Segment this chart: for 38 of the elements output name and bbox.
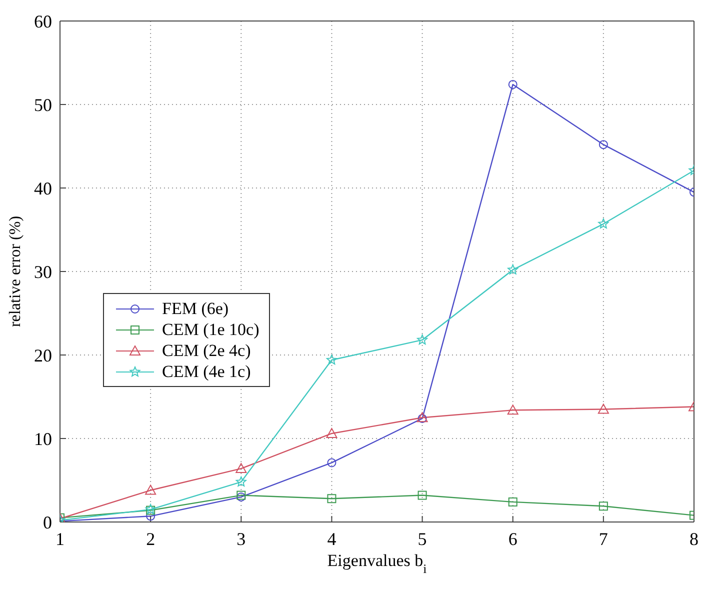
point [508,497,518,506]
point [598,218,609,228]
y-tick-label: 10 [34,428,52,449]
point [327,494,336,504]
x-axis-title: Eigenvalues b$_{i}$ [327,551,428,576]
point [598,502,608,511]
y-tick-label: 50 [34,94,52,115]
y-tick-label: 30 [34,262,52,282]
point [508,80,518,89]
point [327,458,336,468]
point [418,490,427,500]
point [508,264,518,274]
legend-label: CEM (4e 1c) [162,362,251,382]
point [507,404,518,415]
x-tick-label: 5 [418,528,427,549]
point [145,484,156,495]
point [598,404,609,414]
x-tick-label: 8 [690,528,698,549]
x-tick-label: 3 [236,528,246,549]
y-tick-label: 60 [34,11,52,32]
x-tick-label: 6 [508,528,518,549]
point [417,334,428,345]
point [598,140,608,150]
x-tick-label: 4 [327,528,336,549]
y-tick-label: 20 [34,345,52,366]
legend-label: CEM (1e 10c) [162,320,260,340]
x-tick-label: 1 [56,528,64,549]
y-tick-label: 40 [34,178,52,198]
x-tick-label: 2 [146,528,156,549]
y-axis-title: relative error (%) [7,216,24,328]
point [326,428,338,438]
legend-label: CEM (2e 4c) [162,340,251,360]
y-tick-label: 0 [43,512,52,532]
x-tick-label: 7 [598,528,608,549]
point [326,354,337,365]
point [236,476,246,486]
point [236,463,247,474]
legend-label: FEM (6e) [162,298,229,318]
